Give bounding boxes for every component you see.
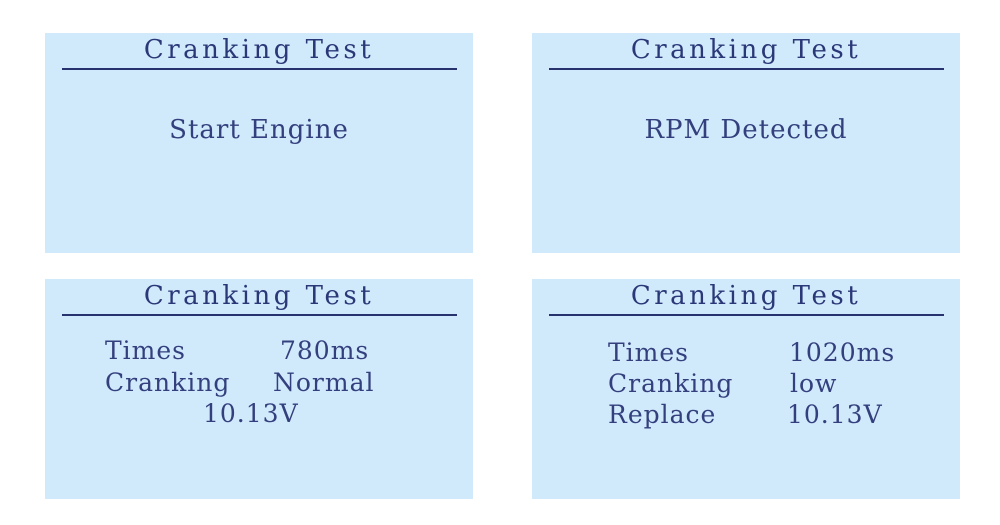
times-value: 1020ms: [789, 338, 896, 367]
cranking-label: Cranking: [608, 369, 734, 398]
times-value: 780ms: [280, 336, 370, 365]
title-divider: [62, 68, 457, 70]
title-divider: [549, 68, 944, 70]
screen-result-normal: Cranking Test Times 780ms Cranking Norma…: [45, 279, 473, 499]
screen-result-low: Cranking Test Times 1020ms Cranking low …: [532, 279, 960, 499]
title-divider: [549, 314, 944, 316]
cranking-label: Cranking: [105, 368, 231, 397]
times-label: Times: [105, 336, 187, 365]
status-message: RPM Detected: [644, 115, 848, 145]
screen-title: Cranking Test: [143, 281, 375, 311]
status-message: Start Engine: [169, 115, 349, 145]
cranking-value: Normal: [273, 368, 375, 397]
title-divider: [62, 314, 457, 316]
screen-title: Cranking Test: [630, 35, 862, 65]
replace-label: Replace: [608, 400, 717, 429]
voltage-value: 10.13V: [787, 400, 883, 429]
times-label: Times: [608, 338, 690, 367]
cranking-value: low: [790, 369, 838, 398]
screen-title: Cranking Test: [143, 35, 375, 65]
screen-start-engine: Cranking Test Start Engine: [45, 33, 473, 253]
screen-rpm-detected: Cranking Test RPM Detected: [532, 33, 960, 253]
screen-title: Cranking Test: [630, 281, 862, 311]
voltage-value: 10.13V: [203, 399, 299, 428]
